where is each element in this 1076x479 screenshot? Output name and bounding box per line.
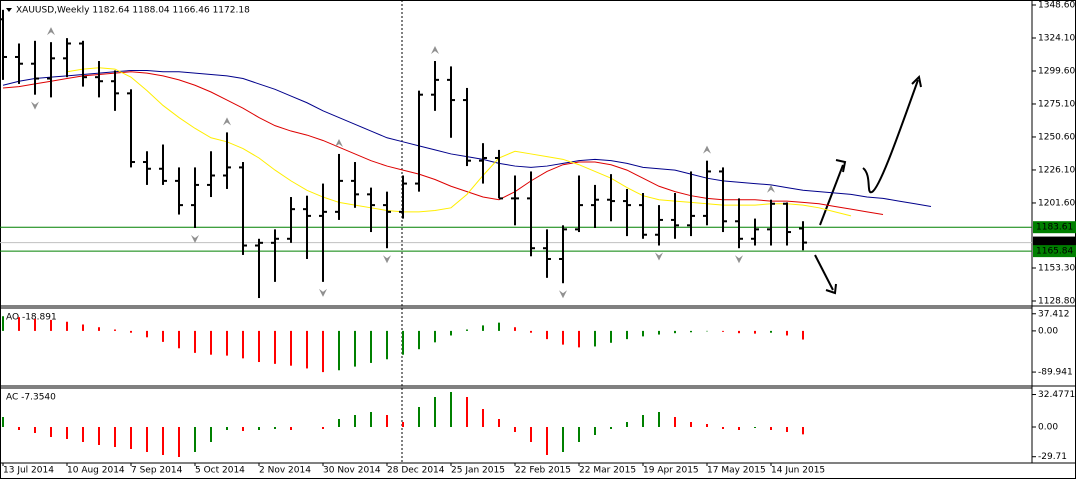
arrow-head: [825, 283, 837, 295]
x-tick-label: 22 Mar 2015: [579, 466, 636, 476]
x-tick-label: 25 Jan 2015: [451, 466, 505, 476]
y-tick-label: 1250.60: [1038, 132, 1075, 142]
fractal-down: [655, 252, 663, 261]
fractal-up: [767, 184, 775, 193]
level-label: 1183.61: [1036, 223, 1073, 233]
arrow: [862, 79, 919, 194]
fractal-up: [703, 145, 711, 154]
y-tick-label: 1348.60: [1038, 0, 1075, 10]
menu-triangle: [6, 8, 12, 12]
y-tick-label: 0.00: [1038, 423, 1058, 433]
x-tick-label: 7 Sep 2014: [131, 466, 183, 476]
x-tick-label: 30 Nov 2014: [323, 466, 381, 476]
fractal-down: [383, 255, 391, 264]
level-label: 1172.18: [1036, 238, 1073, 248]
fractal-down: [319, 288, 327, 297]
x-tick-label: 28 Dec 2014: [387, 466, 445, 476]
level-label-box: [1033, 221, 1076, 234]
chart-title: XAUUSD,Weekly 1182.64 1188.04 1166.46 11…: [16, 6, 250, 16]
y-tick-label: 1153.30: [1038, 264, 1075, 274]
x-tick-label: 22 Feb 2015: [515, 466, 571, 476]
y-tick-label: -29.71: [1038, 452, 1067, 462]
x-tick-label: 10 Aug 2014: [67, 466, 125, 476]
y-tick-label: 1226.10: [1038, 165, 1075, 175]
fractal-up: [335, 138, 343, 147]
y-tick-label: 1299.60: [1038, 66, 1075, 76]
level-label: 1165.84: [1036, 247, 1073, 257]
y-tick-label: 1275.10: [1038, 99, 1075, 109]
y-tick-label: 32.4771: [1038, 390, 1075, 400]
arrow: [819, 164, 844, 226]
ac-title: AC -7.3540: [6, 393, 56, 403]
x-tick-label: 13 Jul 2014: [3, 466, 54, 476]
ao-title: AO -18.891: [6, 313, 57, 323]
arrow-head: [835, 159, 847, 173]
fractal-up: [223, 117, 231, 126]
level-label-box: [1033, 245, 1076, 258]
y-tick-label: -89.941: [1038, 368, 1073, 378]
y-tick-label: 1324.10: [1038, 33, 1075, 43]
y-tick-label: 1201.60: [1038, 198, 1075, 208]
indicator-line: [66, 67, 852, 217]
arrow-head: [911, 74, 922, 88]
y-tick-label: 1128.80: [1038, 297, 1075, 307]
indicator-line: [2, 71, 884, 216]
x-tick-label: 19 Apr 2015: [643, 466, 699, 476]
fractal-up: [431, 46, 439, 55]
fractal-down: [559, 290, 567, 299]
y-tick-label: 37.412: [1038, 309, 1070, 319]
fractal-down: [735, 255, 743, 264]
fractal-up: [47, 27, 55, 36]
x-tick-label: 14 Jun 2015: [771, 466, 825, 476]
fractal-down: [191, 235, 199, 244]
x-tick-label: 5 Oct 2014: [195, 466, 245, 476]
x-tick-label: 2 Nov 2014: [259, 466, 311, 476]
y-tick-label: 0.00: [1038, 326, 1058, 336]
x-tick-label: 17 May 2015: [707, 466, 766, 476]
fractal-down: [31, 101, 39, 110]
drawn-arrows: [814, 74, 922, 295]
arrow: [814, 254, 834, 291]
